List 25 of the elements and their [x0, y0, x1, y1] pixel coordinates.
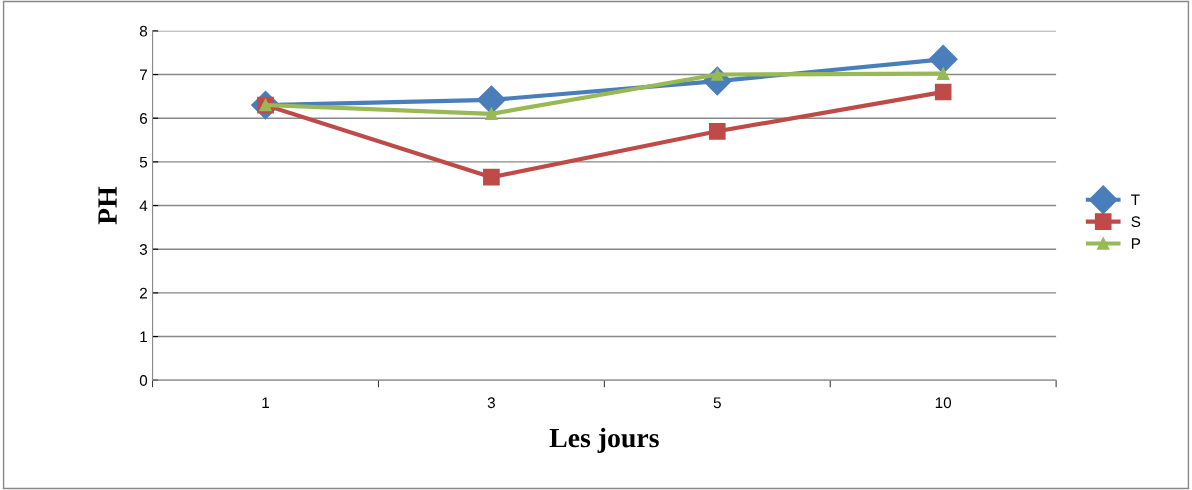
- y-tick-label: 4: [139, 200, 148, 212]
- x-tick-label: 5: [713, 397, 721, 409]
- point: [483, 168, 500, 186]
- x-axis-title: Les jours: [549, 427, 659, 454]
- point: [485, 107, 498, 121]
- y-tick-label: 5: [139, 156, 148, 168]
- y-tick-label: 2: [139, 287, 147, 299]
- point: [928, 44, 958, 74]
- x-tick-label: 3: [487, 397, 495, 409]
- y-tick-label: 1: [140, 331, 147, 343]
- x-tick-label: 1: [262, 397, 270, 408]
- y-tick-label: 7: [140, 69, 147, 81]
- y-tick-label: 8: [139, 25, 148, 37]
- y-tick-label: 6: [139, 113, 148, 124]
- legend-label: S: [1131, 216, 1141, 228]
- point: [934, 83, 952, 101]
- legend-label: T: [1131, 194, 1140, 206]
- y-tick-label: 3: [139, 244, 148, 255]
- y-axis-title: PH: [98, 186, 117, 225]
- x-tick-label: 10: [935, 397, 952, 409]
- point: [476, 85, 506, 115]
- point: [708, 122, 726, 140]
- y-tick-label: 0: [139, 375, 148, 386]
- legend-label: P: [1131, 238, 1141, 249]
- point: [936, 67, 950, 80]
